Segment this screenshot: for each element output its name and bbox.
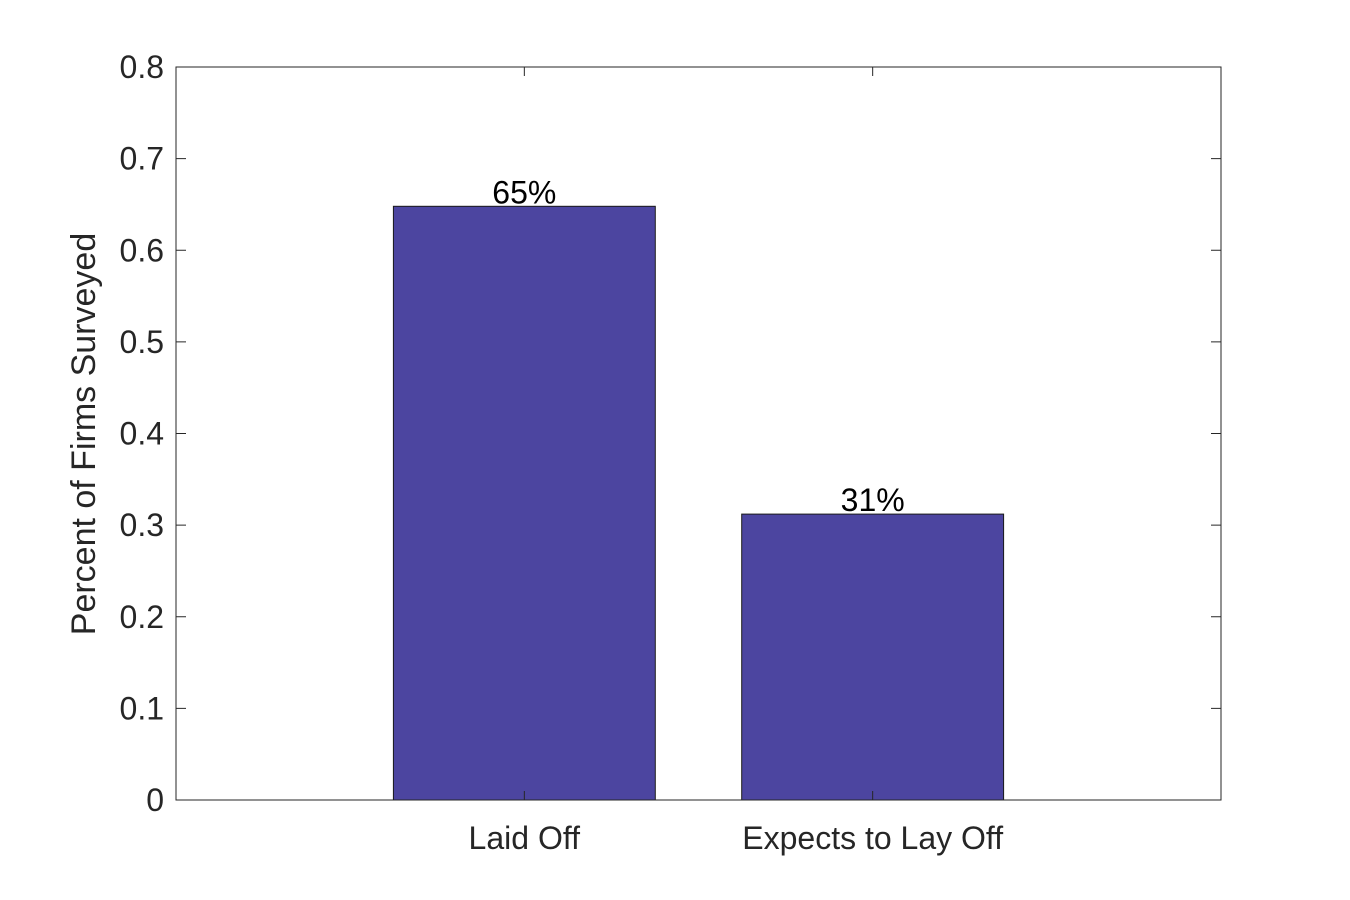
bar-1 bbox=[392, 205, 656, 801]
y-tick-label-7: 0.7 bbox=[120, 141, 164, 177]
y-tick-label-4: 0.4 bbox=[120, 416, 164, 452]
y-axis-label: Percent of Firms Surveyed bbox=[65, 233, 103, 635]
y-tick-label-1: 0.1 bbox=[120, 690, 164, 726]
bars-layer bbox=[392, 205, 1005, 801]
x-tick-label-1: Laid Off bbox=[469, 820, 581, 856]
y-tick-label-5: 0.5 bbox=[120, 324, 164, 360]
bar-2 bbox=[741, 513, 1005, 801]
y-tick-label-0: 0 bbox=[146, 782, 164, 818]
y-tick-label-3: 0.3 bbox=[120, 507, 164, 543]
y-tick-label-2: 0.2 bbox=[120, 599, 164, 635]
bar-data-label-2: 31% bbox=[841, 482, 905, 518]
plot-frame bbox=[175, 66, 1222, 801]
x-tick-label-2: Expects to Lay Off bbox=[742, 820, 1003, 856]
bar-data-label-1: 65% bbox=[492, 174, 556, 210]
plot-area bbox=[176, 67, 1221, 800]
y-tick-label-8: 0.8 bbox=[120, 49, 164, 85]
labels-layer: 65% Laid Off 31% Expects to Lay Off 0 0.1 0.2 0… bbox=[120, 49, 1004, 856]
y-tick-label-6: 0.6 bbox=[120, 232, 164, 268]
